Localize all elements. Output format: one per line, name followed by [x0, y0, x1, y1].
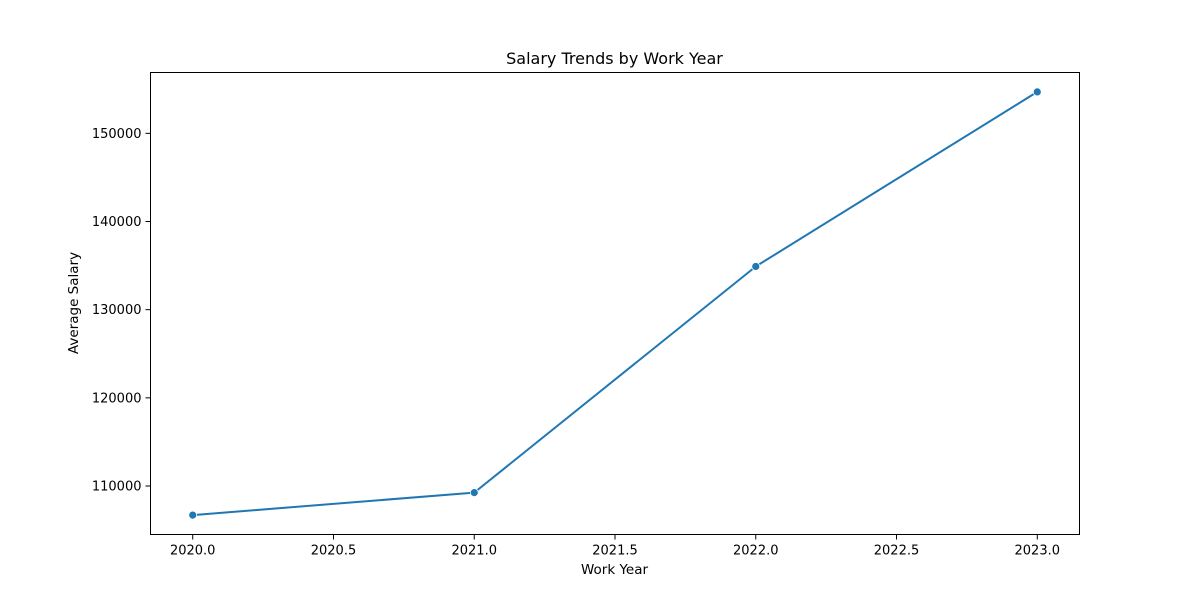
x-tick-label: 2022.0 — [733, 544, 779, 559]
series-line — [191, 90, 1039, 517]
x-tick-label: 2021.0 — [451, 544, 497, 559]
y-tick-label: 150000 — [92, 127, 142, 142]
data-point — [751, 262, 761, 271]
x-tick-label: 2020.0 — [170, 544, 216, 559]
x-tick-label: 2023.0 — [1015, 544, 1061, 559]
data-point — [469, 488, 479, 498]
y-tick-label: 120000 — [92, 391, 142, 406]
x-axis-title: Work Year — [581, 562, 649, 578]
x-tick-label: 2020.5 — [311, 544, 357, 559]
x-axis: 2020.0 2020.5 2021.0 2021.5 2022.0 2022.5 2023… — [170, 534, 1061, 559]
data-point — [1032, 87, 1042, 97]
series-layer — [188, 87, 1042, 520]
y-axis: 110000 120000 130000 140000 150000 — [92, 127, 151, 495]
chart-title: Salary Trends by Work Year — [506, 49, 723, 68]
data-point — [188, 510, 198, 520]
plot-area — [150, 72, 1080, 535]
y-tick-label: 140000 — [92, 215, 142, 230]
x-tick-label: 2021.5 — [592, 544, 638, 559]
x-tick-label: 2022.5 — [874, 544, 920, 559]
y-tick-label: 110000 — [92, 480, 142, 495]
y-axis-title: Average Salary — [66, 252, 82, 354]
y-tick-label: 130000 — [92, 303, 142, 318]
